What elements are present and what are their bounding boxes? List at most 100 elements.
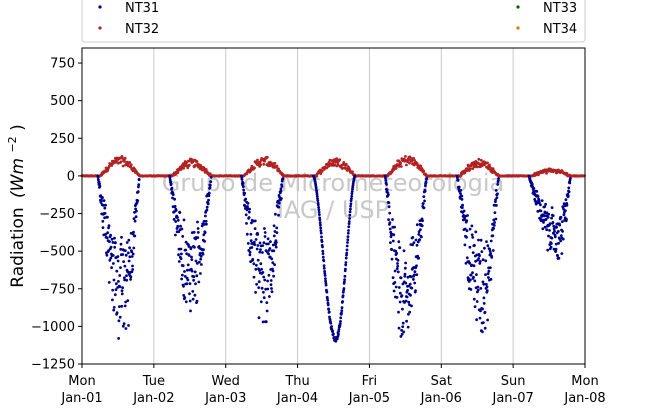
data-point-nt32 [315,174,318,178]
data-point-nt32 [189,157,193,161]
data-point-nt31 [407,312,410,316]
data-point-nt31 [122,322,126,326]
data-point-nt31 [557,256,561,260]
data-point-nt31 [316,199,320,203]
x-tick-label-day: Sun [501,374,526,389]
data-point-nt31 [253,219,257,223]
data-point-nt31 [185,252,189,256]
data-point-nt31 [132,246,136,250]
data-point-nt31 [342,287,346,290]
data-point-nt31 [255,282,258,286]
data-point-nt31 [345,244,349,248]
data-point-nt31 [195,274,199,278]
data-point-nt31 [400,294,404,298]
data-point-nt31 [98,182,101,186]
data-point-nt31 [472,264,476,268]
data-point-nt31 [137,178,141,182]
data-point-nt31 [399,335,403,338]
x-tick-label-date: Jan-01 [60,391,102,406]
data-point-nt31 [281,177,285,181]
data-point-nt31 [469,288,473,291]
data-point-nt31 [561,230,564,233]
data-point-nt31 [340,311,343,315]
data-point-nt31 [469,273,473,277]
data-point-nt31 [486,272,490,276]
data-point-nt31 [349,202,353,206]
data-point-nt31 [318,221,322,225]
data-point-nt31 [261,271,265,274]
data-point-nt32 [187,163,191,167]
data-point-nt31 [459,189,463,192]
data-point-nt31 [174,209,178,212]
data-point-nt31 [264,287,268,291]
data-point-nt31 [183,296,187,299]
data-point-nt31 [265,309,269,313]
data-point-nt32 [262,162,266,166]
data-point-nt32 [263,159,267,163]
data-point-nt31 [495,196,499,200]
data-point-nt31 [472,275,475,279]
data-point-nt31 [274,243,277,247]
data-point-nt31 [347,225,351,229]
y-tick-label: 250 [50,132,75,147]
data-point-nt32 [471,167,474,171]
data-point-nt32 [273,162,277,165]
data-point-nt31 [350,194,354,198]
data-point-nt31 [280,185,284,188]
data-point-nt31 [102,199,106,203]
data-point-nt31 [261,320,265,324]
data-point-nt31 [257,286,261,289]
data-point-nt31 [208,186,212,190]
data-point-nt31 [346,231,350,235]
data-point-nt31 [101,196,104,199]
data-point-nt31 [424,181,428,184]
data-point-nt31 [483,246,486,250]
data-point-nt31 [244,197,248,201]
data-point-nt31 [246,201,250,205]
data-point-nt31 [554,247,558,251]
data-point-nt31 [99,194,103,198]
data-point-nt31 [552,247,556,251]
data-point-nt31 [194,282,197,286]
data-point-nt31 [135,209,138,213]
data-point-nt31 [415,243,419,247]
data-point-nt31 [108,240,111,244]
data-point-nt31 [322,264,326,267]
data-point-nt31 [118,305,121,308]
data-point-nt31 [465,235,468,239]
data-point-nt31 [480,250,484,254]
data-point-nt31 [557,241,560,245]
data-point-nt31 [491,234,495,238]
data-point-nt31 [188,299,192,303]
data-point-nt31 [492,227,495,230]
data-point-nt32 [333,163,337,167]
data-point-nt31 [330,325,333,328]
legend-marker-nt34 [516,26,520,30]
data-point-nt31 [566,194,570,198]
data-point-nt31 [321,249,325,253]
data-point-nt31 [181,264,185,268]
data-point-nt31 [404,261,407,265]
data-point-nt32 [128,161,132,164]
data-point-nt31 [260,286,264,290]
data-point-nt32 [399,165,403,168]
data-point-nt31 [407,300,411,304]
data-point-nt31 [102,204,105,207]
data-point-nt31 [348,213,352,217]
data-point-nt31 [339,320,342,323]
data-point-nt31 [121,324,125,328]
data-point-nt31 [100,199,103,203]
data-point-nt31 [345,248,349,252]
data-point-nt31 [107,226,110,230]
data-point-nt31 [318,216,321,220]
data-point-nt32 [351,170,354,174]
data-point-nt31 [187,254,191,257]
data-point-nt31 [126,251,130,255]
data-point-nt31 [487,276,490,279]
data-point-nt31 [388,227,392,231]
data-point-nt31 [106,231,110,235]
data-point-nt31 [120,235,123,239]
data-point-nt31 [205,208,209,212]
data-point-nt31 [326,299,330,302]
data-point-nt31 [546,248,550,252]
